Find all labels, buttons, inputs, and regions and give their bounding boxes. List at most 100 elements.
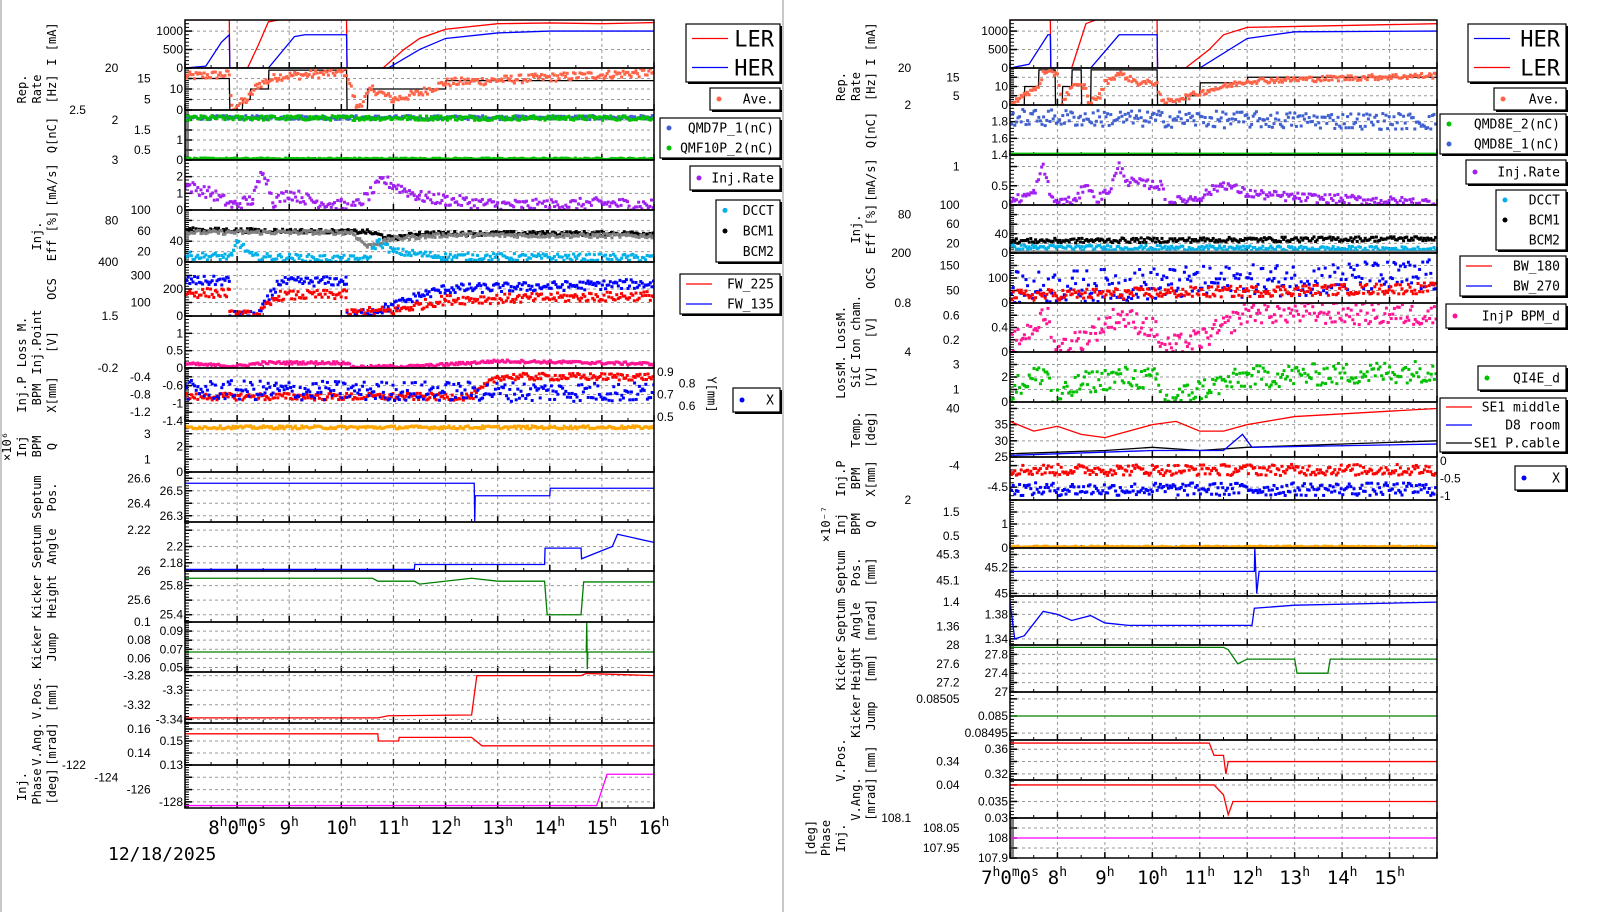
data-point [258,309,262,313]
data-point [644,425,648,429]
data-point [321,254,325,258]
data-point [430,303,434,307]
data-point [329,116,333,120]
data-point [236,426,240,430]
data-point [604,397,608,401]
data-point [434,156,438,160]
data-point [528,287,532,291]
data-point [557,233,561,237]
data-point [324,361,328,365]
data-point [601,157,605,160]
data-point [326,203,330,207]
data-point [202,229,206,233]
data-point [412,292,416,296]
data-point [484,234,488,238]
data-point [633,375,637,379]
data-point [407,231,411,235]
data-point [281,385,285,389]
data-point [551,117,555,121]
data-point [305,424,309,428]
data-point [327,229,331,233]
data-point [267,79,271,83]
data-point [355,236,359,240]
data-point [586,200,590,204]
data-point [333,157,337,160]
data-point [462,362,466,366]
data-point [293,70,297,74]
data-point [380,156,384,160]
data-point [522,157,526,160]
data-point [313,424,317,428]
data-point [568,236,572,240]
data-point [306,116,310,120]
data-point [285,424,289,428]
data-point [503,118,507,122]
data-point [512,81,516,85]
data-point [357,105,361,109]
data-point [433,305,437,309]
data-point [596,280,600,284]
data-point [364,397,368,401]
data-point [346,157,350,160]
data-point [345,427,349,431]
data-point [431,156,435,160]
data-point [343,116,347,120]
data-point [252,425,256,429]
data-point [233,229,237,233]
data-point [461,360,465,364]
data-point [652,234,654,238]
data-point [303,157,307,160]
data-point [226,69,230,73]
data-point [306,289,310,293]
y-tick-label: 1.5 [134,123,151,137]
data-point [645,425,649,429]
data-point [330,68,334,71]
data-point [505,201,509,205]
series-group [185,20,654,68]
data-point [554,117,558,121]
data-point [410,300,414,304]
data-point [631,71,635,75]
data-point [186,362,190,366]
data-point [365,257,369,261]
data-point [325,275,329,279]
data-point [553,156,557,160]
data-point [205,157,209,160]
data-point [283,199,287,203]
data-point [414,89,418,93]
data-point [477,81,481,85]
data-point [520,375,524,379]
data-point [305,118,309,122]
data-point [537,117,541,121]
data-point [185,231,189,235]
data-point [372,394,376,398]
data-point [487,116,491,120]
data-point [307,290,311,294]
data-point [411,308,415,312]
y-tick-label: 80 [105,213,119,227]
data-point [317,228,321,232]
data-point [372,426,376,430]
data-point [223,115,227,119]
data-point [500,77,504,81]
data-point [487,424,491,428]
data-point [511,298,515,302]
data-point [377,309,381,313]
data-point [383,157,387,160]
data-point [604,74,608,78]
data-point [308,229,312,233]
data-point [445,118,449,122]
data-point [191,291,195,295]
data-point [381,426,385,430]
data-point [255,312,259,316]
data-point [212,425,216,429]
data-point [465,392,469,396]
data-point [474,286,478,290]
data-point [487,198,491,202]
data-point [570,235,574,239]
data-point [470,391,474,395]
data-point [367,394,371,398]
data-point [485,298,489,302]
data-point [491,230,495,234]
data-point [388,234,392,238]
